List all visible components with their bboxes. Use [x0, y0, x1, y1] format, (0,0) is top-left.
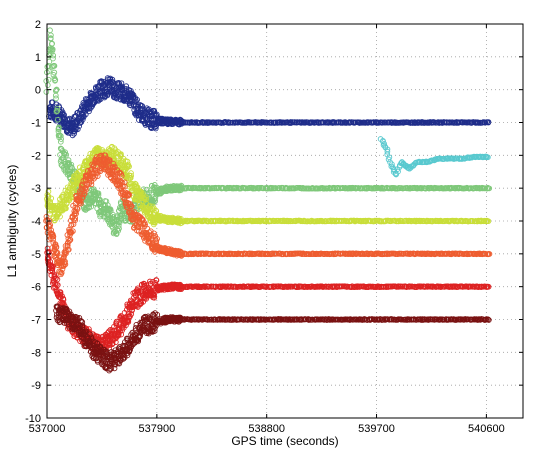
data-point	[312, 119, 319, 126]
data-point	[57, 138, 64, 145]
data-point	[120, 158, 127, 165]
data-series	[43, 27, 493, 374]
data-point	[419, 185, 425, 192]
data-point	[52, 77, 59, 83]
data-point	[48, 195, 54, 202]
data-point	[96, 145, 102, 152]
data-point	[370, 119, 377, 126]
data-point	[55, 116, 61, 123]
data-point	[50, 55, 56, 62]
data-point	[148, 125, 155, 132]
data-point	[48, 32, 54, 39]
data-point	[152, 125, 159, 132]
data-point	[95, 146, 101, 153]
data-point	[118, 151, 124, 157]
data-point	[381, 185, 388, 192]
data-point	[130, 92, 137, 98]
series-0	[46, 75, 492, 139]
data-point	[152, 195, 159, 201]
data-point	[117, 216, 124, 222]
data-point	[74, 126, 81, 133]
data-point	[265, 185, 271, 192]
data-point	[125, 163, 131, 170]
data-point	[58, 136, 65, 142]
data-point	[95, 190, 102, 197]
data-point	[57, 213, 63, 220]
data-point	[123, 83, 130, 90]
data-point	[358, 119, 365, 126]
data-point	[118, 80, 125, 87]
data-point	[54, 105, 61, 112]
data-point	[486, 185, 493, 192]
data-point	[91, 186, 97, 193]
data-point	[385, 156, 392, 163]
data-point	[43, 89, 50, 95]
data-point	[276, 185, 282, 192]
data-point	[138, 105, 145, 112]
data-point	[63, 152, 70, 158]
data-point	[87, 94, 94, 100]
data-point	[56, 124, 62, 131]
data-point	[128, 170, 134, 176]
data-point	[272, 185, 279, 191]
data-point	[55, 128, 62, 135]
data-point	[276, 119, 283, 126]
data-point	[50, 72, 57, 78]
data-point	[152, 198, 159, 204]
data-point	[139, 103, 146, 109]
data-point	[103, 198, 110, 205]
data-point	[428, 157, 435, 164]
data-point	[123, 86, 130, 92]
data-point	[50, 52, 57, 59]
data-point	[53, 108, 60, 115]
data-point	[82, 111, 89, 118]
data-point	[69, 132, 76, 139]
data-point	[114, 226, 121, 233]
data-point	[485, 119, 492, 125]
data-point	[109, 76, 116, 83]
data-point	[134, 96, 140, 103]
data-point	[46, 68, 52, 75]
data-point	[51, 62, 57, 69]
data-point	[45, 76, 52, 83]
data-point	[54, 108, 61, 114]
data-point	[52, 92, 59, 99]
data-point	[57, 133, 64, 139]
data-point	[68, 161, 75, 168]
data-point	[384, 148, 391, 155]
data-point	[53, 87, 60, 93]
series-1	[377, 136, 491, 178]
data-point	[61, 112, 67, 118]
data-point	[48, 99, 55, 106]
data-point	[86, 204, 93, 210]
data-point	[485, 154, 491, 161]
data-point	[151, 124, 158, 131]
data-point	[53, 95, 59, 102]
